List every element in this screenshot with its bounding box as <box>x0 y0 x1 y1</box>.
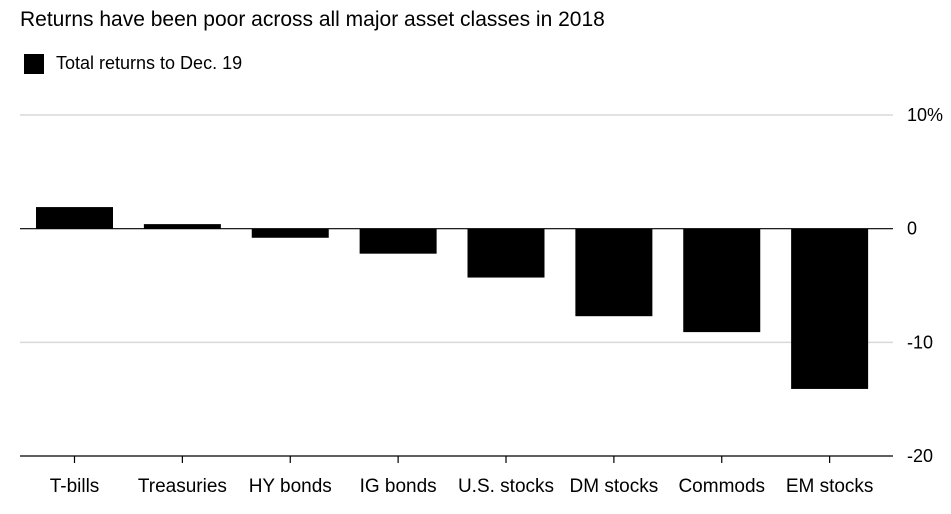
chart-title: Returns have been poor across all major … <box>20 8 605 31</box>
x-tick-label: U.S. stocks <box>458 476 554 497</box>
legend-label: Total returns to Dec. 19 <box>56 53 243 73</box>
x-tick-label: DM stocks <box>570 476 659 497</box>
legend: Total returns to Dec. 19 <box>24 53 242 74</box>
bar <box>251 228 329 238</box>
x-tick-label: HY bonds <box>249 476 332 497</box>
y-tick-label: 10% <box>907 105 943 125</box>
bar <box>359 228 437 254</box>
legend-swatch <box>24 53 44 74</box>
bar <box>467 228 545 278</box>
y-tick-label: -20 <box>907 446 933 466</box>
bar <box>143 224 221 229</box>
x-tick-label: Commods <box>678 476 765 497</box>
y-tick-label: -10 <box>907 332 933 352</box>
x-tick-label: EM stocks <box>786 476 874 497</box>
x-tick-label: T-bills <box>50 476 100 497</box>
bar <box>683 228 761 333</box>
x-tick-label: IG bonds <box>360 476 437 497</box>
x-tick-label: Treasuries <box>138 476 227 497</box>
bar <box>575 228 653 317</box>
bar <box>791 228 869 389</box>
bar <box>36 207 113 229</box>
y-tick-label: 0 <box>907 219 917 239</box>
